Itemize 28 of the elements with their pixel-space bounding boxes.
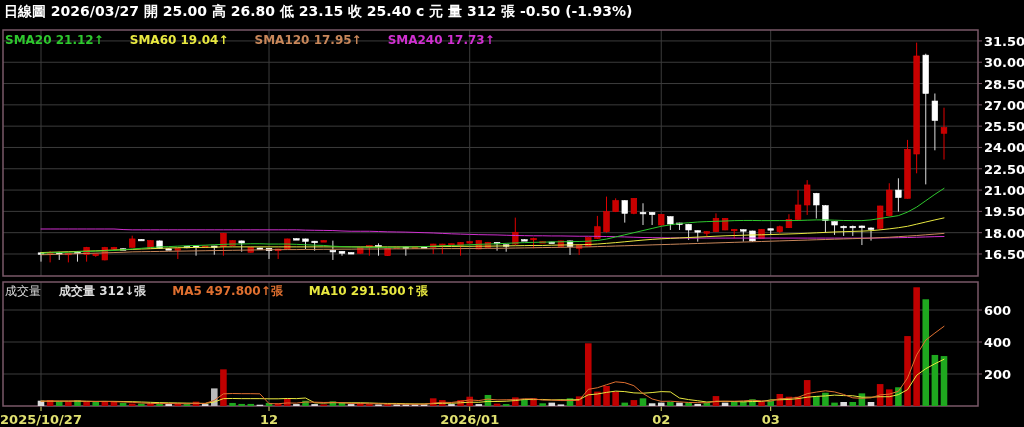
y-tick-label: 16.50 [984,246,1024,262]
x-tick-label: 2025/10/27 [0,412,82,427]
text: SMA240 17.73↑ [387,33,495,47]
y-tick-label: 21.00 [984,183,1024,199]
y-tick-label: 30.00 [984,55,1024,71]
y-tick-label: 31.50 [984,33,1024,49]
text: SMA20 21.12↑ [5,33,104,47]
y-tick-label: 24.00 [984,140,1024,156]
x-tick-label: 03 [761,412,780,427]
chart-title: 成交量 [5,284,41,298]
text: 成交量 312↓張 [58,284,148,298]
y-tick-label: 22.50 [984,161,1024,177]
y-tick-label: 200 [984,367,1012,382]
text: SMA60 19.04↑ [129,33,229,47]
y-tick-label: 18.00 [984,225,1024,241]
y-tick-label: 600 [984,303,1012,318]
x-tick-label: 2026/01 [440,412,500,427]
text: MA5 497.800↑張 [172,284,284,298]
y-tick-label: 19.50 [984,204,1024,220]
chart-title: 日線圖 2026/03/27 開 25.00 高 26.80 低 23.15 收 25.40 c 元 量 312 張 -0.50 (-1.93%) [4,3,633,19]
y-tick-label: 27.00 [984,97,1024,113]
y-tick-label: 28.50 [984,76,1024,92]
y-tick-label: 400 [984,335,1012,350]
x-tick-label: 12 [259,412,279,427]
text: SMA120 17.95↑ [254,33,362,47]
y-tick-label: 25.50 [984,119,1024,135]
x-tick-label: 02 [652,412,671,427]
text: MA10 291.500↑張 [308,284,429,298]
